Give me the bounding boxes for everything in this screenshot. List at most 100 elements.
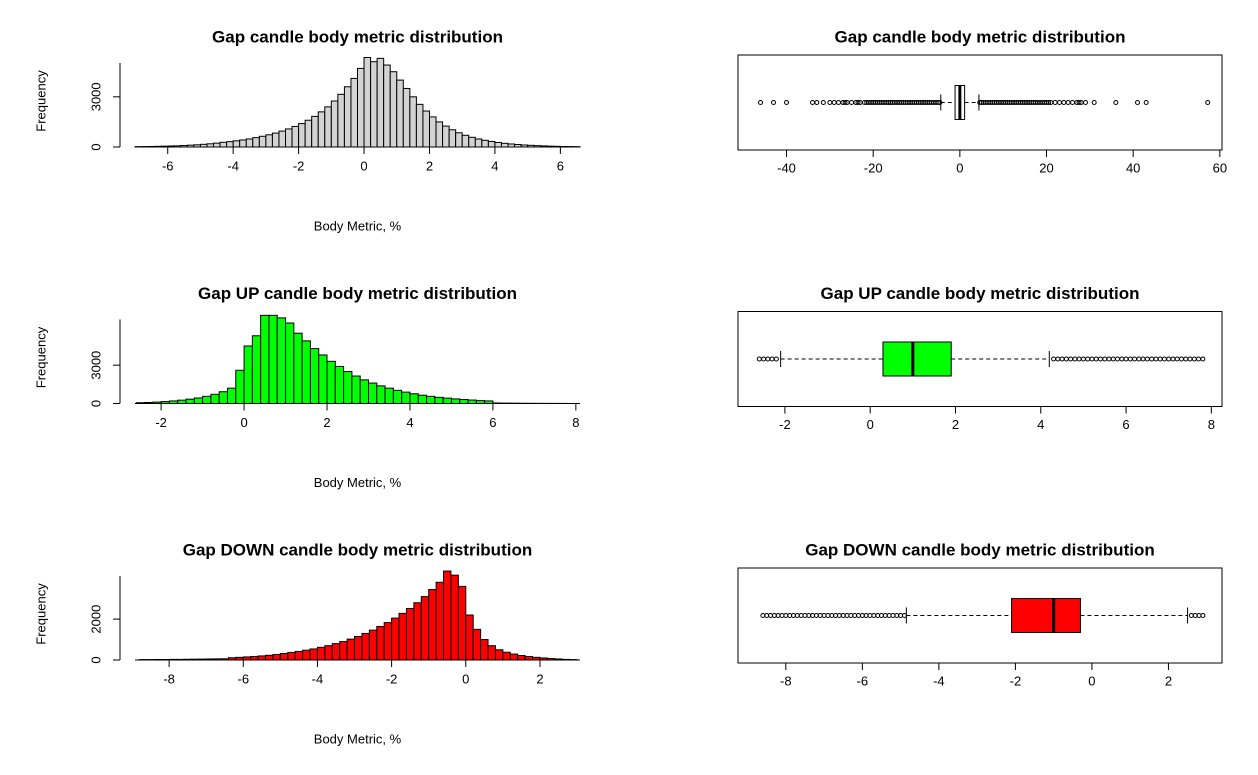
- outlier: [1191, 356, 1197, 362]
- x-tick-label: 0: [956, 160, 963, 175]
- bar: [415, 103, 424, 148]
- bar: [285, 322, 295, 404]
- x-tick-label: -4: [227, 158, 239, 173]
- outlier: [1057, 100, 1063, 105]
- outlier: [1135, 100, 1141, 105]
- outlier: [1183, 356, 1189, 362]
- outlier: [836, 100, 842, 105]
- outlier: [1076, 356, 1082, 362]
- bar: [252, 137, 260, 148]
- outlier: [1157, 356, 1163, 362]
- bar: [279, 652, 289, 661]
- outlier: [765, 356, 771, 362]
- bar: [391, 617, 400, 661]
- bar: [368, 629, 378, 661]
- bar: [376, 385, 386, 405]
- y-axis-label: Frequency: [33, 70, 48, 132]
- bar: [354, 635, 363, 661]
- outlier: [1136, 356, 1142, 362]
- outlier: [1093, 356, 1099, 362]
- chart-title: Gap UP candle body metric distribution: [821, 284, 1140, 303]
- bar: [420, 596, 430, 661]
- chart-title: Gap candle body metric distribution: [835, 27, 1126, 46]
- bar: [468, 136, 476, 148]
- x-tick-label: 2: [536, 671, 543, 686]
- bar: [311, 115, 319, 148]
- outlier: [1080, 356, 1086, 362]
- bar: [422, 110, 430, 148]
- outlier: [1068, 356, 1074, 362]
- bar: [442, 397, 452, 404]
- x-tick-label: 4: [1037, 417, 1044, 432]
- outlier: [1205, 100, 1211, 105]
- bar: [257, 655, 267, 661]
- bar: [509, 653, 519, 661]
- bar: [294, 650, 304, 661]
- bar: [434, 396, 444, 405]
- outlier: [761, 356, 767, 362]
- outlier: [1187, 356, 1193, 362]
- x-tick-label: 2: [952, 417, 959, 432]
- outlier: [842, 100, 848, 105]
- outlier: [1061, 100, 1067, 105]
- outlier: [901, 613, 907, 618]
- x-tick-label: 60: [1213, 160, 1227, 175]
- bar: [337, 93, 345, 148]
- outlier: [1149, 356, 1155, 362]
- x-tick-label: -2: [1010, 673, 1022, 688]
- bar: [213, 142, 221, 148]
- outlier: [1046, 100, 1052, 105]
- x-tick-label: -4: [933, 673, 945, 688]
- x-tick-label: 4: [491, 158, 498, 173]
- bar: [487, 645, 496, 661]
- y-axis-label: Frequency: [33, 583, 48, 645]
- y-tick-label: 2000: [88, 605, 103, 634]
- outlier: [1089, 356, 1095, 362]
- bar: [457, 585, 467, 661]
- bar: [389, 71, 398, 148]
- x-tick-label: -6: [238, 671, 250, 686]
- bar: [383, 64, 391, 148]
- bar: [285, 128, 293, 148]
- bar: [524, 656, 534, 661]
- bar: [442, 125, 450, 148]
- bar: [226, 387, 237, 404]
- plot-frame: [737, 54, 1223, 151]
- x-tick-label: -20: [864, 160, 883, 175]
- x-tick-label: 6: [557, 158, 564, 173]
- outlier: [1059, 356, 1065, 362]
- x-tick-label: 2: [426, 158, 433, 173]
- y-tick-label: 0: [88, 656, 103, 663]
- x-tick-label: -6: [162, 158, 174, 173]
- bar: [185, 398, 195, 404]
- bar: [428, 116, 437, 148]
- bar: [428, 588, 437, 661]
- outlier: [1072, 356, 1078, 362]
- bar: [232, 140, 241, 148]
- outlier: [1140, 356, 1146, 362]
- outlier: [1200, 613, 1206, 618]
- bar: [459, 399, 469, 404]
- outlier: [935, 100, 941, 105]
- outlier: [784, 100, 790, 105]
- bar: [293, 332, 303, 405]
- bar: [448, 129, 457, 148]
- x-tick-label: 20: [1039, 160, 1053, 175]
- bar: [243, 345, 253, 404]
- bar: [435, 121, 444, 148]
- bar: [426, 395, 436, 405]
- bar: [301, 340, 311, 404]
- box: [882, 341, 952, 377]
- outlier: [1091, 100, 1097, 105]
- outlier: [1132, 356, 1138, 362]
- bar: [409, 96, 417, 148]
- bar: [359, 379, 369, 405]
- bar: [330, 100, 339, 148]
- x-tick-label: -40: [777, 160, 796, 175]
- outlier: [758, 100, 764, 105]
- bar: [245, 138, 254, 148]
- bar: [467, 399, 477, 404]
- outlier: [1174, 356, 1180, 362]
